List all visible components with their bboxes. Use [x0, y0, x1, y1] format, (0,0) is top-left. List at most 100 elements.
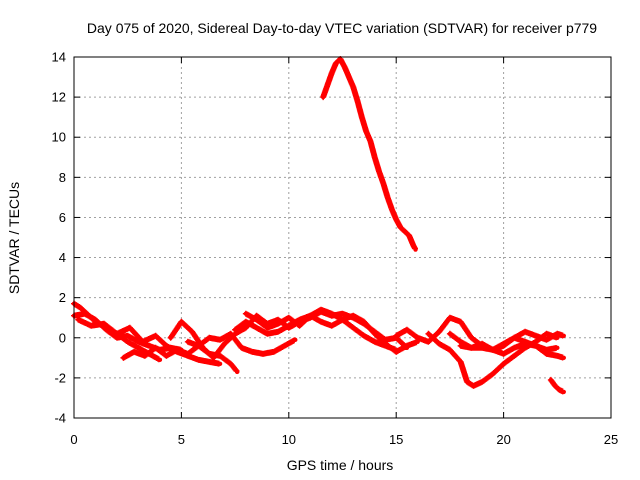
- data-marker-track: [101, 320, 119, 336]
- data-marker-track: [457, 358, 470, 384]
- data-marker-track: [410, 242, 418, 252]
- data-marker-track: [446, 330, 463, 345]
- data-marker-track: [380, 180, 391, 200]
- y-tick-label: 12: [52, 90, 66, 105]
- data-marker-track: [511, 329, 528, 341]
- data-marker-track: [296, 313, 313, 329]
- data-marker-track: [382, 340, 399, 355]
- data-marker-track: [403, 339, 420, 349]
- data-marker-track: [360, 332, 377, 345]
- data-marker-track: [425, 330, 442, 346]
- data-marker-track: [350, 312, 366, 325]
- series-arc-8: [242, 306, 420, 355]
- data-marker-track: [446, 346, 463, 364]
- data-marker-track: [227, 360, 240, 374]
- data-marker-track: [167, 319, 184, 341]
- data-marker-track: [543, 345, 560, 353]
- data-marker-track: [120, 349, 137, 361]
- data-marker-track: [281, 337, 298, 349]
- x-tick-label: 15: [389, 432, 403, 447]
- data-marker-track: [358, 114, 369, 134]
- data-marker-track: [210, 341, 227, 361]
- data-marker-track: [360, 318, 377, 336]
- data-marker-track: [397, 224, 407, 234]
- y-tick-label: 10: [52, 130, 66, 145]
- y-tick-label: 8: [59, 170, 66, 185]
- data-marker-track: [232, 319, 248, 333]
- x-tick-label: 0: [70, 432, 77, 447]
- data-marker-track: [163, 347, 180, 359]
- data-marker-track: [126, 324, 145, 344]
- data-marker-track: [376, 168, 386, 186]
- data-marker-track: [253, 316, 270, 331]
- grid-lines: [74, 57, 611, 418]
- data-marker-track: [371, 330, 388, 346]
- data-marker-track: [141, 345, 158, 359]
- data-marker-track: [403, 326, 420, 341]
- data-marker-track: [547, 376, 558, 388]
- y-tick-label: -2: [54, 370, 66, 385]
- x-tick-label: 5: [178, 432, 185, 447]
- data-marker-track: [479, 340, 495, 353]
- data-marker-track: [556, 386, 566, 395]
- y-tick-label: 4: [59, 250, 66, 265]
- series-arc-9: [320, 56, 418, 252]
- chart-title: Day 075 of 2020, Sidereal Day-to-day VTE…: [87, 20, 597, 36]
- data-marker-track: [113, 325, 132, 337]
- data-marker-track: [195, 335, 212, 349]
- data-marker-track: [457, 318, 474, 340]
- data-marker-track: [371, 154, 382, 174]
- data-marker-track: [500, 345, 517, 357]
- data-marker-track: [479, 371, 495, 385]
- data-marker-track: [178, 318, 195, 334]
- data-marker-track: [232, 325, 248, 337]
- data-marker-track: [401, 228, 412, 238]
- data-marker-track: [253, 324, 270, 337]
- data-marker-track: [275, 315, 291, 327]
- data-marker-track: [350, 84, 361, 103]
- series-arc-13: [457, 328, 566, 353]
- data-marker-track: [206, 358, 222, 367]
- y-tick-label: -4: [54, 411, 66, 426]
- data-marker-track: [554, 352, 566, 361]
- data-marker-track: [242, 318, 259, 331]
- data-marker-track: [103, 326, 119, 341]
- series-arc-6: [184, 330, 298, 357]
- data-marker-track: [393, 343, 409, 355]
- data-marker-track: [307, 307, 323, 319]
- data-marker-track: [500, 353, 517, 367]
- data-marker-track: [75, 316, 94, 329]
- data-marker-track: [124, 332, 141, 345]
- data-marker-track: [393, 327, 409, 339]
- data-marker-track: [270, 343, 287, 355]
- x-tick-label: 10: [282, 432, 296, 447]
- data-marker-track: [436, 315, 453, 335]
- data-marker-track: [275, 323, 291, 335]
- data-marker-track: [320, 83, 331, 101]
- data-marker-track: [124, 338, 141, 351]
- axis-ticks: 0 5 10 15 20 25 -4 -2 0 2 4 6 8 10 12 14: [52, 50, 619, 448]
- data-marker-track: [324, 71, 335, 89]
- series-arc-14: [547, 376, 566, 395]
- y-axis-title: SDTVAR / TECUs: [6, 182, 22, 294]
- data-marker-track: [384, 194, 395, 212]
- y-tick-label: 14: [52, 50, 66, 65]
- data-marker-track: [139, 333, 158, 345]
- x-tick-label: 20: [496, 432, 510, 447]
- data-marker-track: [253, 312, 270, 327]
- data-marker-track: [436, 340, 452, 353]
- plot-frame: [73, 56, 612, 419]
- y-tick-label: 2: [59, 290, 66, 305]
- y-tick-label: 6: [59, 210, 66, 225]
- data-marker-track: [242, 310, 259, 323]
- data-marker-track: [500, 335, 517, 349]
- data-points: [71, 56, 566, 395]
- data-marker-track: [543, 331, 560, 343]
- data-marker-track: [227, 330, 244, 350]
- data-marker-track: [328, 310, 345, 323]
- data-marker-track: [532, 342, 549, 357]
- data-marker-track: [152, 332, 169, 348]
- y-tick-label: 0: [59, 330, 66, 345]
